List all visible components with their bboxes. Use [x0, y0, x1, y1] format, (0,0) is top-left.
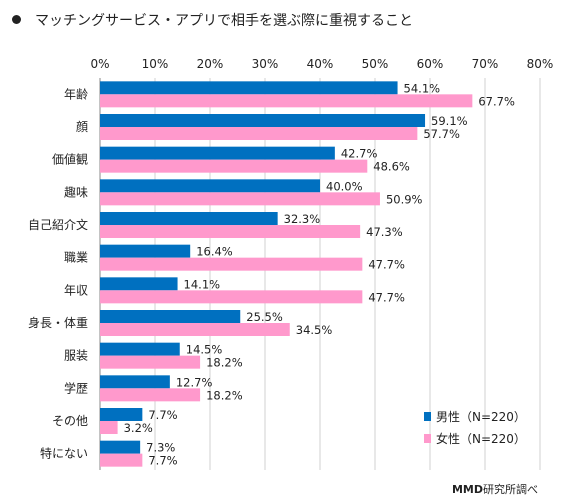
bar-male-5	[100, 244, 191, 258]
category-label: その他	[52, 414, 88, 428]
bar-female-7	[100, 323, 290, 336]
bars	[100, 81, 473, 467]
category-label: 服装	[64, 349, 88, 363]
x-axis-ticks: 0% 10% 20% 30% 40% 50% 60% 70% 80%	[90, 57, 553, 71]
bar-male-1	[100, 114, 426, 127]
source-note: MMD研究所調べ	[452, 481, 538, 497]
category-label: 趣味	[64, 184, 88, 199]
bar-male-9	[100, 375, 170, 389]
grid-layer	[99, 78, 541, 470]
legend-swatch-male	[424, 412, 431, 421]
x-tick-label: 60%	[417, 57, 444, 71]
bar-male-0	[100, 81, 398, 95]
bar-male-11	[100, 440, 141, 454]
data-label-female: 7.7%	[148, 454, 177, 468]
category-label: 価値観	[52, 152, 88, 167]
bar-female-3	[100, 192, 380, 206]
bar-male-6	[100, 277, 178, 291]
source-brand: MMD	[451, 483, 483, 496]
bar-female-4	[100, 225, 361, 238]
data-label-female: 18.2%	[206, 356, 243, 370]
title-bullet-icon	[12, 15, 21, 24]
bar-male-7	[100, 310, 241, 323]
data-label-female: 47.3%	[366, 225, 403, 239]
legend-label-female: 女性（N=220）	[436, 431, 526, 446]
x-tick-label: 70%	[472, 57, 499, 71]
category-label: 職業	[64, 251, 88, 265]
bar-female-8	[100, 355, 201, 369]
data-label-male: 7.3%	[146, 441, 175, 455]
legend-swatch-female	[424, 434, 431, 443]
category-label: 年齢	[64, 86, 88, 101]
legend-label-male: 男性（N=220）	[436, 410, 526, 424]
data-label-male: 32.3%	[284, 212, 321, 226]
x-tick-label: 40%	[307, 57, 334, 71]
bar-male-3	[100, 179, 320, 193]
bar-female-9	[100, 388, 201, 402]
bar-female-1	[100, 127, 418, 140]
data-label-female: 3.2%	[124, 421, 153, 435]
data-label-female: 18.2%	[206, 388, 243, 402]
data-label-male: 7.7%	[148, 408, 177, 422]
data-labels: 54.1% 67.7% 59.1%57.7% 42.7%48.6% 40.0% 50.9%…	[124, 81, 515, 467]
data-label-female: 57.7%	[423, 127, 460, 141]
legend: 男性（N=220） 女性（N=220）	[424, 410, 526, 446]
data-label-male: 40.0%	[326, 179, 363, 193]
bar-female-5	[100, 257, 363, 271]
data-label-female: 47.7%	[368, 258, 405, 272]
x-tick-label: 80%	[527, 57, 554, 71]
data-label-female: 47.7%	[368, 290, 405, 304]
data-label-female: 50.9%	[386, 192, 423, 206]
bar-male-8	[100, 342, 180, 356]
category-label: 年収	[64, 283, 88, 297]
data-label-female: 34.5%	[296, 323, 333, 337]
data-label-male: 42.7%	[341, 147, 378, 161]
bar-male-10	[100, 408, 143, 421]
chart-title: マッチングサービス・アプリで相手を選ぶ際に重視すること	[12, 10, 413, 30]
category-label: 身長・体重	[28, 315, 88, 330]
bar-female-2	[100, 159, 368, 173]
data-label-female: 67.7%	[478, 94, 515, 108]
category-label: 自己紹介文	[28, 217, 88, 232]
source-text: 研究所調べ	[483, 483, 538, 496]
data-label-male: 12.7%	[176, 375, 213, 389]
category-label: 顔	[76, 119, 88, 134]
x-tick-label: 20%	[197, 57, 224, 71]
data-label-female: 48.6%	[373, 160, 410, 174]
bar-female-11	[100, 453, 143, 467]
x-tick-label: 50%	[362, 57, 389, 71]
chart-title-text: マッチングサービス・アプリで相手を選ぶ際に重視すること	[35, 13, 413, 29]
data-label-male: 25.5%	[246, 310, 283, 324]
x-tick-label: 0%	[90, 57, 109, 71]
data-label-male: 14.1%	[184, 277, 221, 291]
data-label-male: 16.4%	[196, 245, 233, 259]
category-label: 学歴	[64, 380, 88, 395]
bar-female-10	[100, 421, 118, 434]
bar-female-6	[100, 290, 363, 304]
data-label-male: 14.5%	[186, 343, 223, 357]
data-label-male: 59.1%	[431, 114, 468, 128]
category-label: 特にない	[40, 446, 88, 461]
x-tick-label: 10%	[142, 57, 169, 71]
bar-male-4	[100, 212, 278, 225]
data-label-male: 54.1%	[404, 81, 441, 95]
bar-male-2	[100, 146, 335, 160]
x-tick-label: 30%	[252, 57, 279, 71]
bar-female-0	[100, 94, 473, 108]
